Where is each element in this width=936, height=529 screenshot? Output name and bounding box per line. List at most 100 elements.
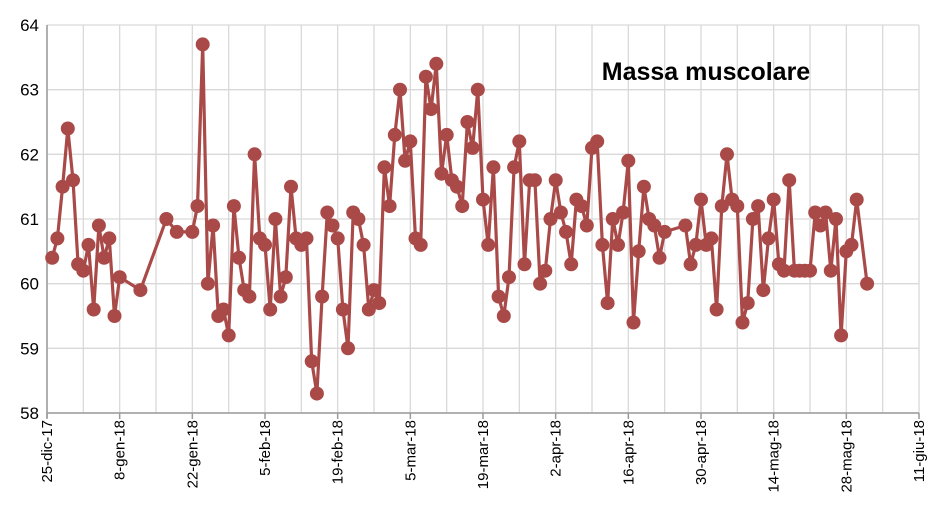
data-point [834,328,849,343]
data-point [533,276,548,291]
data-point [460,115,475,129]
data-point [709,302,724,317]
data-point [849,192,864,207]
data-point [66,173,80,188]
data-point [195,37,210,52]
data-point [735,315,750,330]
data-point [424,102,439,117]
data-point [268,212,283,226]
data-point [112,270,127,285]
data-point [299,231,314,246]
data-point [418,69,433,84]
data-point [377,160,392,175]
data-point [507,160,522,175]
y-tick-label: 62 [20,145,39,164]
data-point [818,205,833,220]
data-point [823,263,838,278]
data-point [206,218,221,233]
data-point [512,134,527,149]
data-point [361,302,376,317]
data-point [393,82,407,97]
data-point [647,218,662,233]
data-point [413,237,428,252]
data-point [403,134,418,149]
data-point [579,218,594,233]
data-point [320,205,335,220]
x-tick-label: 22-gen-18 [184,420,201,488]
data-point [538,263,553,278]
data-point [97,250,112,265]
x-tick-label: 28-mag-18 [838,420,855,493]
x-tick-label: 11-giu-18 [911,420,928,482]
data-point [683,257,698,272]
data-point [107,309,122,323]
chart-title: Massa muscolare [602,58,811,86]
data-point [133,283,148,298]
data-point [169,224,184,239]
data-point [481,237,496,252]
data-point [159,212,174,226]
data-point [278,270,293,285]
data-point [86,302,101,317]
data-point [91,218,106,233]
data-point [600,296,615,311]
data-point [273,289,288,304]
data-point [766,192,781,207]
data-point [813,218,828,233]
data-point [720,147,734,162]
data-point [382,199,397,214]
data-point [621,153,636,168]
data-point [694,192,708,207]
axes [46,25,920,419]
data-point [372,296,387,311]
data-point [50,231,65,246]
data-point [756,283,771,298]
data-point [595,237,610,252]
data-point [714,199,729,214]
y-tick-label: 60 [20,275,39,294]
data-point [429,56,444,71]
grid-lines [46,24,920,414]
x-tick-label: 30-apr-18 [693,420,710,485]
y-axis-ticks: 58 59 60 61 62 63 64 [20,16,39,423]
data-point [304,354,319,369]
data-point [543,212,558,226]
data-point [356,237,371,252]
data-point [678,218,693,233]
data-point [761,231,776,246]
data-point [335,302,350,317]
data-point [263,302,278,317]
x-tick-label: 19-mar-18 [475,420,492,489]
data-point [652,250,667,265]
data-point [450,179,464,194]
data-point [190,199,205,214]
data-point [574,199,589,214]
data-point [777,263,791,278]
data-point [284,179,298,194]
data-point [631,244,646,259]
y-tick-label: 59 [20,339,39,358]
data-point [232,250,246,265]
data-point [564,257,579,272]
data-point [616,205,631,220]
data-point [200,276,215,291]
data-point [486,160,501,175]
data-point [730,199,745,214]
data-point [829,212,843,226]
data-point [325,218,340,233]
data-point [398,153,413,168]
data-point [434,166,449,181]
data-point [470,82,485,97]
data-point [439,127,454,142]
data-point [455,199,470,214]
data-point [559,224,573,239]
x-tick-label: 5-feb-18 [257,420,274,476]
x-tick-label: 16-apr-18 [620,420,637,485]
data-point [476,192,490,207]
data-point [626,315,641,330]
x-tick-label: 14-mag-18 [766,420,783,493]
x-tick-label: 2-apr-18 [548,420,565,477]
data-point [636,179,651,194]
data-point [315,289,330,304]
